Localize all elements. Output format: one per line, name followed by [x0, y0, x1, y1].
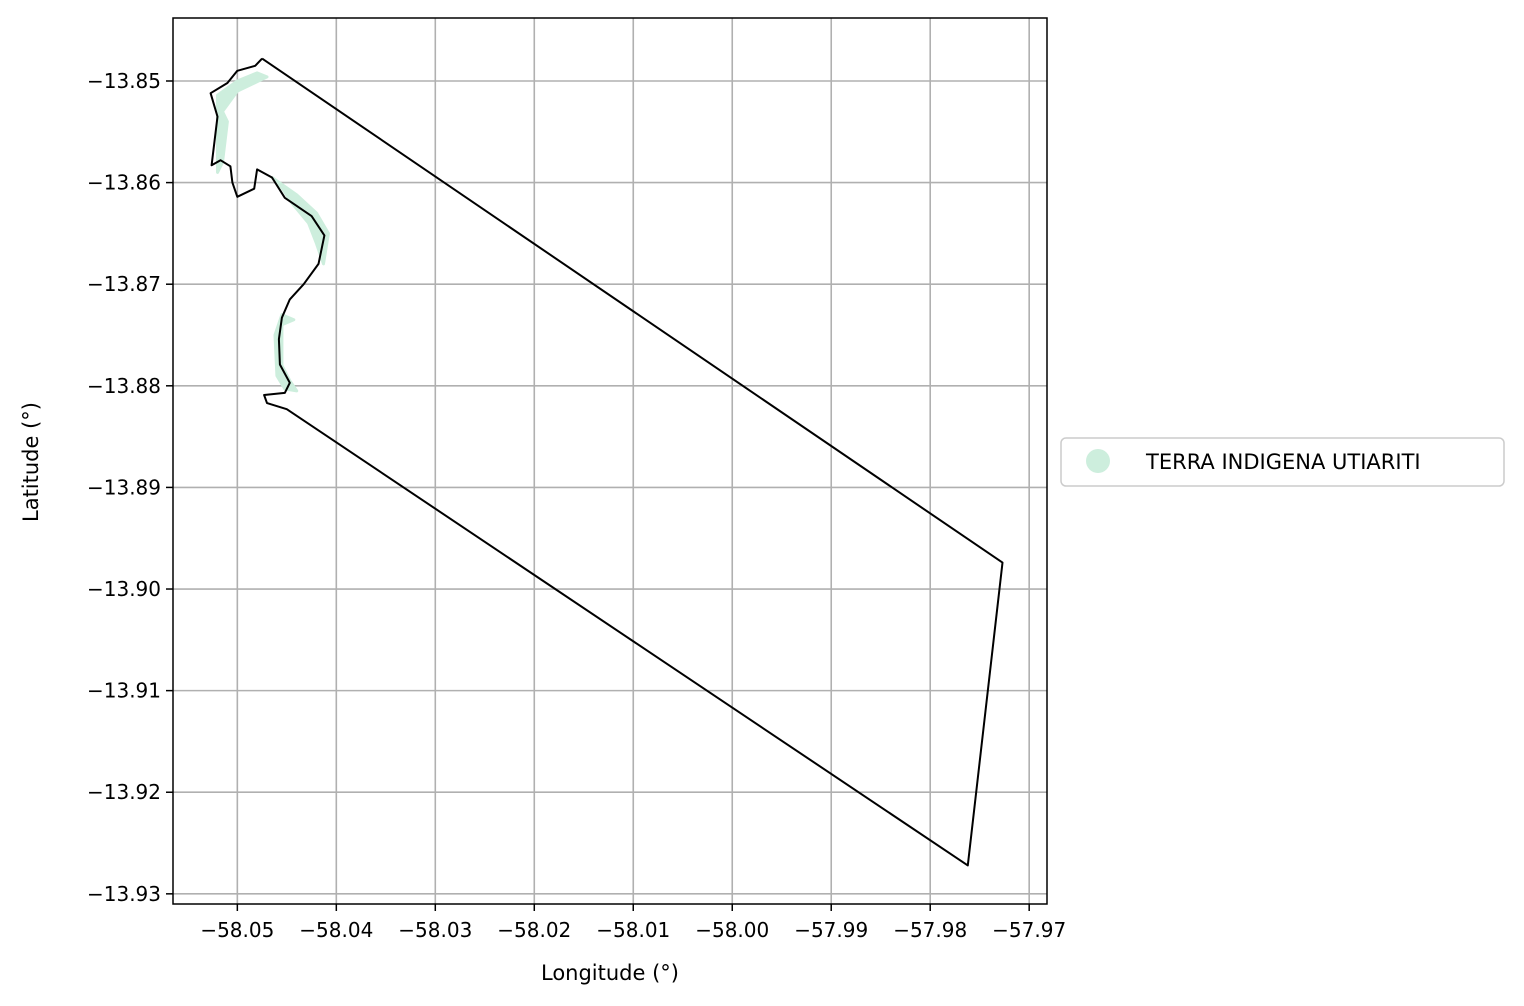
x-tick-label: −57.97: [992, 918, 1066, 942]
x-tick-label: −58.04: [299, 918, 373, 942]
legend: TERRA INDIGENA UTIARITI: [1060, 437, 1505, 487]
x-tick-label: −57.99: [794, 918, 868, 942]
boundary-outline: [209, 57, 1004, 867]
y-tick-label: −13.91: [87, 679, 161, 703]
plot-frame: [172, 17, 1048, 905]
y-tick-label: −13.85: [87, 69, 161, 93]
y-tick-label: −13.93: [87, 882, 161, 906]
territory-area: [216, 71, 269, 174]
y-tick-label: −13.89: [87, 475, 161, 499]
map-layers: [209, 57, 1004, 867]
x-tick-label: −58.00: [695, 918, 769, 942]
x-tick-label: −58.01: [596, 918, 670, 942]
y-tick-label: −13.90: [87, 577, 161, 601]
x-tick-label: −58.05: [200, 918, 274, 942]
legend-label: TERRA INDIGENA UTIARITI: [1145, 450, 1421, 474]
legend-marker: [1086, 449, 1110, 473]
y-axis-label: Latitude (°): [19, 402, 43, 522]
y-tick-label: −13.88: [87, 374, 161, 398]
y-tick-label: −13.92: [87, 780, 161, 804]
x-tick-label: −57.98: [893, 918, 967, 942]
x-tick-label: −58.02: [497, 918, 571, 942]
y-tick-label: −13.86: [87, 171, 161, 195]
y-tick-label: −13.87: [87, 272, 161, 296]
x-tick-label: −58.03: [398, 918, 472, 942]
x-axis-label: Longitude (°): [541, 961, 679, 985]
y-axis-ticks: −13.85 −13.86 −13.87 −13.88 −13.89 −13.90 −13.…: [87, 69, 173, 906]
x-axis-ticks: −58.05 −58.04 −58.03 −58.02 −58.01 −58.00 −57.…: [200, 904, 1066, 942]
legend-box: [1060, 437, 1505, 487]
gridlines: [173, 18, 1047, 904]
